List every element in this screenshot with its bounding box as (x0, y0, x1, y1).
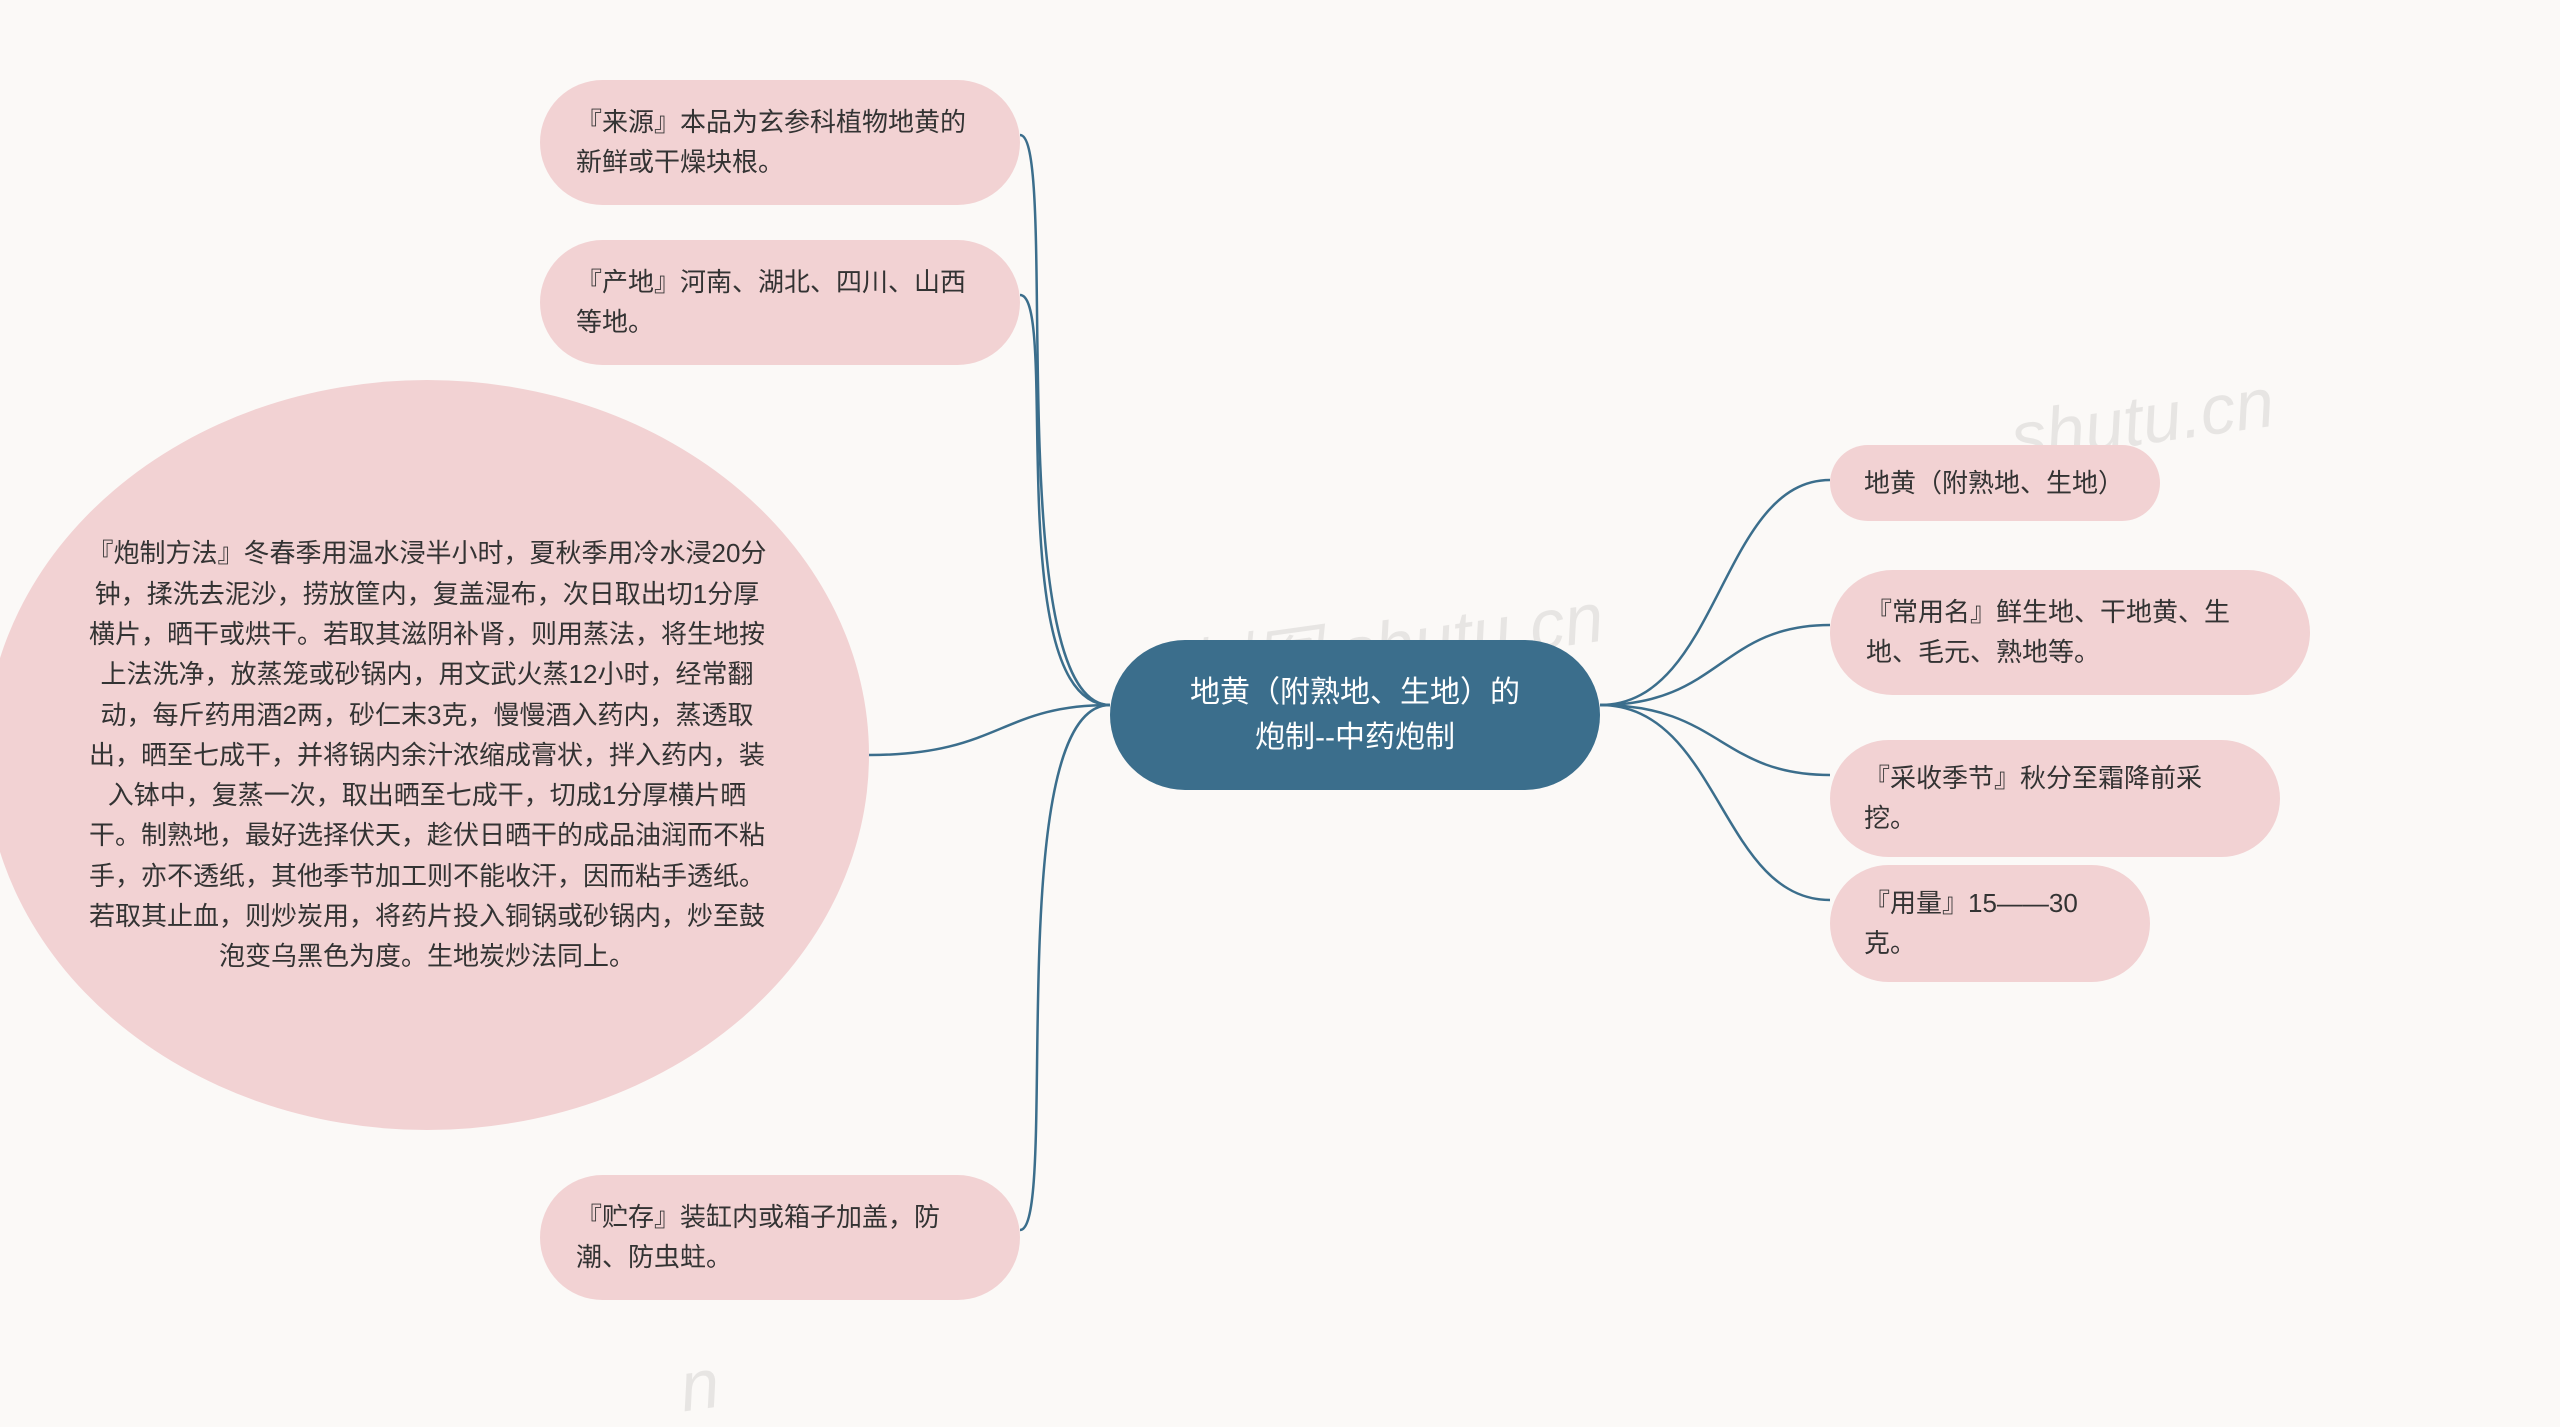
node-dosage[interactable]: 『用量』15——30克。 (1830, 865, 2150, 982)
edge-source (1020, 135, 1110, 705)
center-line1: 地黄（附熟地、生地）的 (1160, 670, 1550, 715)
node-source[interactable]: 『来源』本品为玄参科植物地黄的新鲜或干燥块根。 (540, 80, 1020, 205)
node-season-text: 『采收季节』秋分至霜降前采挖。 (1864, 763, 2202, 833)
center-node[interactable]: 地黄（附熟地、生地）的 炮制--中药炮制 (1110, 640, 1600, 790)
node-common-text: 『常用名』鲜生地、干地黄、生地、毛元、熟地等。 (1866, 597, 2230, 667)
center-line2: 炮制--中药炮制 (1160, 715, 1550, 760)
edge-common (1600, 625, 1830, 705)
edge-season (1600, 705, 1830, 775)
node-origin[interactable]: 『产地』河南、湖北、四川、山西等地。 (540, 240, 1020, 365)
node-method-text: 『炮制方法』冬春季用温水浸半小时，夏秋季用冷水浸20分钟，揉洗去泥沙，捞放筐内，… (85, 533, 769, 976)
node-name-text: 地黄（附熟地、生地） (1864, 468, 2124, 498)
node-source-text: 『来源』本品为玄参科植物地黄的新鲜或干燥块根。 (576, 107, 966, 177)
node-method[interactable]: 『炮制方法』冬春季用温水浸半小时，夏秋季用冷水浸20分钟，揉洗去泥沙，捞放筐内，… (0, 380, 869, 1130)
edge-method (869, 705, 1110, 755)
edge-dosage (1600, 705, 1830, 900)
node-dosage-text: 『用量』15——30克。 (1864, 888, 2078, 958)
edge-name (1600, 480, 1830, 705)
node-season[interactable]: 『采收季节』秋分至霜降前采挖。 (1830, 740, 2280, 857)
node-storage[interactable]: 『贮存』装缸内或箱子加盖，防潮、防虫蛀。 (540, 1175, 1020, 1300)
watermark: n (675, 1343, 725, 1427)
edge-origin (1020, 295, 1110, 705)
node-common[interactable]: 『常用名』鲜生地、干地黄、生地、毛元、熟地等。 (1830, 570, 2310, 695)
node-name[interactable]: 地黄（附熟地、生地） (1830, 445, 2160, 521)
node-storage-text: 『贮存』装缸内或箱子加盖，防潮、防虫蛀。 (576, 1202, 940, 1272)
node-origin-text: 『产地』河南、湖北、四川、山西等地。 (576, 267, 966, 337)
mindmap-canvas: 树图 shutu.cn shutu.cn .cn 树 n 地黄（附熟地、生地）的… (0, 0, 2560, 1377)
edge-storage (1020, 705, 1110, 1230)
